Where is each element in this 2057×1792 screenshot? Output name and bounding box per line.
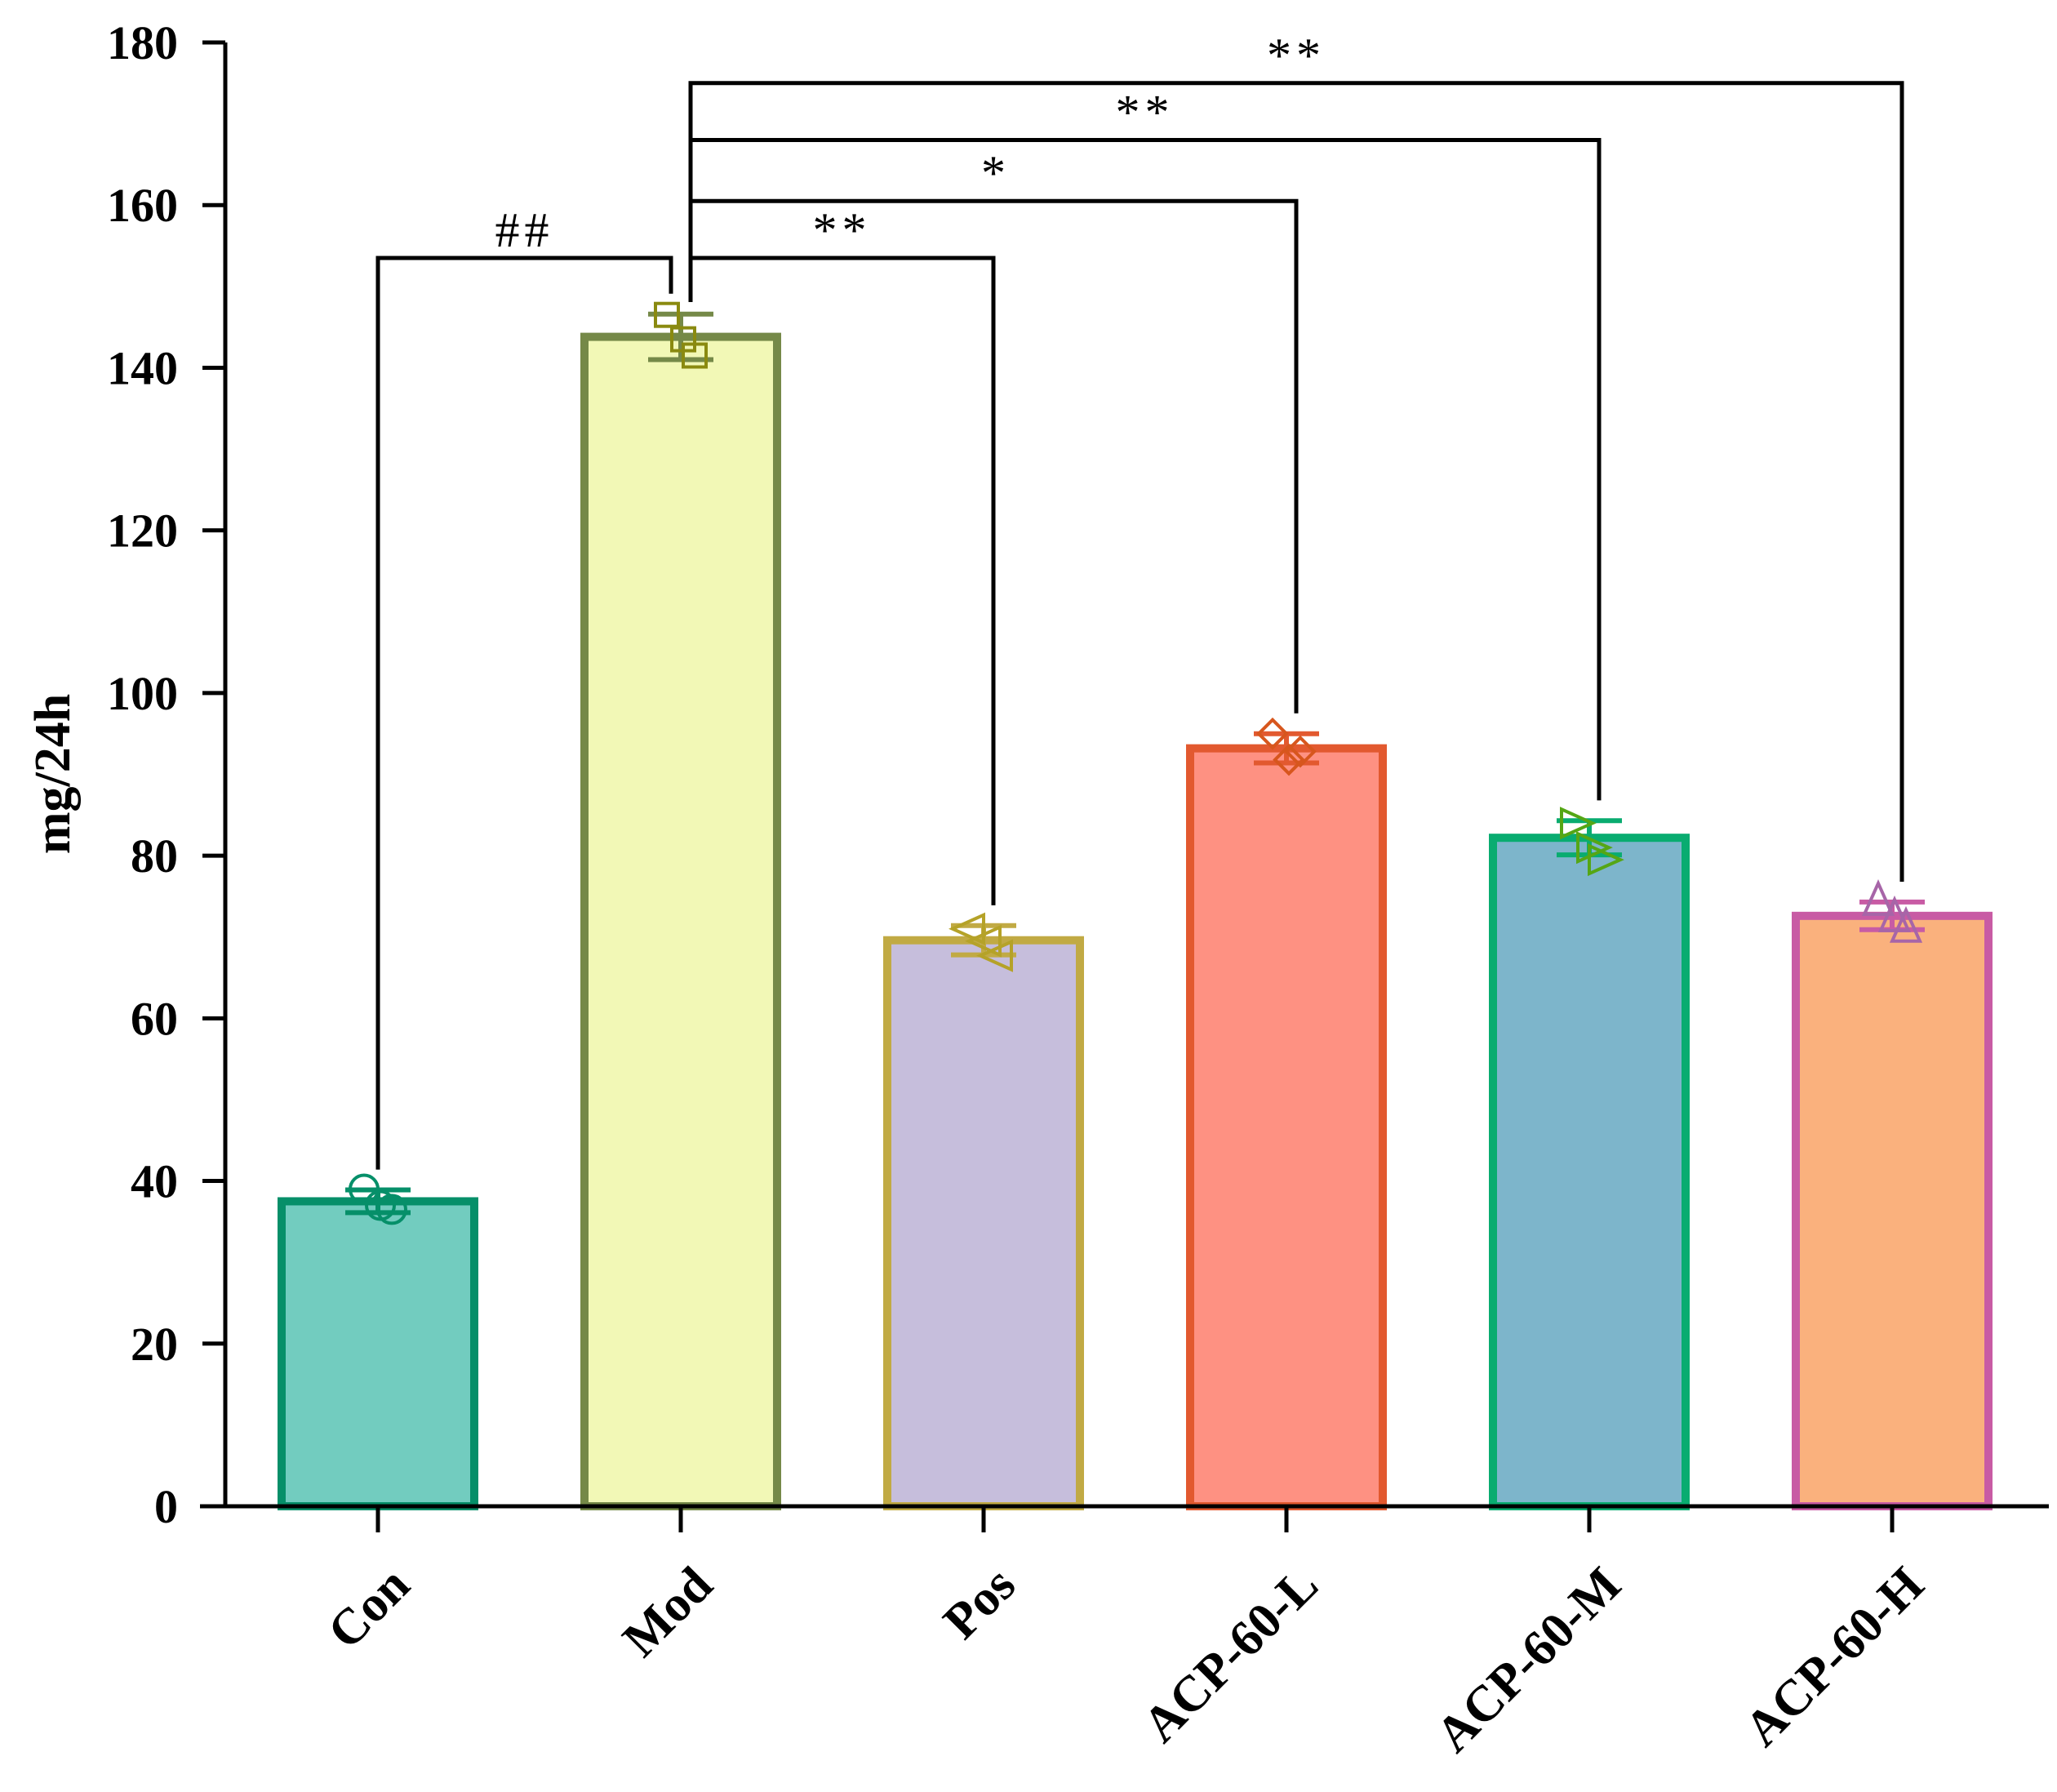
bar-acp-60-l bbox=[1186, 744, 1387, 1510]
y-axis-title: mg/24h bbox=[25, 694, 81, 854]
bar-con bbox=[278, 1197, 478, 1511]
data-point-acp-60-m-3 bbox=[1588, 843, 1624, 877]
x-tick-label-acp-60-l: ACP-60-L bbox=[1132, 1557, 1328, 1753]
x-tick-label-mod: Mod bbox=[612, 1557, 723, 1668]
y-tick-label-20: 20 bbox=[131, 1318, 178, 1371]
significance-mod-vs-acp-60-h-label: ** bbox=[1267, 29, 1326, 82]
data-point-acp-60-l-2 bbox=[1273, 743, 1305, 776]
data-point-mod-1 bbox=[654, 301, 680, 328]
y-tick-label-60: 60 bbox=[131, 992, 178, 1045]
data-points-layer bbox=[349, 301, 1923, 1225]
x-tick-label-acp-60-m: ACP-60-M bbox=[1425, 1557, 1632, 1763]
y-tick-label-100: 100 bbox=[107, 667, 178, 720]
data-point-acp-60-h-3 bbox=[1889, 905, 1923, 943]
data-point-con-1 bbox=[349, 1173, 380, 1205]
bars-layer bbox=[278, 332, 1993, 1511]
data-point-acp-60-h-1 bbox=[1861, 878, 1895, 916]
data-point-pos-2 bbox=[965, 924, 1002, 958]
bar-pos bbox=[883, 936, 1084, 1510]
bar-acp-60-h bbox=[1792, 911, 1993, 1511]
significance-con-vs-mod-label: ## bbox=[495, 203, 554, 257]
data-point-con-3 bbox=[376, 1194, 407, 1225]
x-tick-label-con: Con bbox=[318, 1557, 420, 1660]
data-point-acp-60-l-3 bbox=[1284, 735, 1317, 768]
y-tick-label-160: 160 bbox=[107, 179, 178, 232]
significance-mod-vs-acp-60-h-bracket bbox=[688, 81, 1904, 882]
data-point-acp-60-m-2 bbox=[1576, 831, 1613, 865]
significance-mod-vs-acp-60-m-label: ** bbox=[1116, 86, 1175, 140]
significance-con-vs-mod-bracket bbox=[375, 256, 673, 1170]
data-point-acp-60-m-1 bbox=[1560, 807, 1597, 840]
data-point-pos-3 bbox=[976, 939, 1013, 972]
bar-mod bbox=[580, 332, 781, 1511]
x-tick-label-pos: Pos bbox=[933, 1557, 1026, 1650]
axes-layer bbox=[200, 42, 2049, 1509]
x-tick-label-acp-60-h: ACP-60-H bbox=[1735, 1557, 1935, 1757]
significance-mod-vs-pos-label: ** bbox=[813, 203, 872, 257]
y-tick-label-40: 40 bbox=[131, 1155, 178, 1208]
significance-mod-vs-acp-60-l-label: * bbox=[981, 146, 1006, 200]
data-point-acp-60-l-1 bbox=[1256, 717, 1289, 750]
y-tick-label-120: 120 bbox=[107, 505, 178, 558]
y-tick-label-80: 80 bbox=[131, 829, 178, 883]
data-point-pos-1 bbox=[949, 912, 985, 945]
data-point-acp-60-h-2 bbox=[1877, 895, 1912, 932]
y-tick-label-180: 180 bbox=[107, 16, 178, 69]
bar-acp-60-m bbox=[1489, 834, 1690, 1510]
significance-layer: ## ******* bbox=[375, 29, 1904, 1170]
y-tick-label-140: 140 bbox=[107, 341, 178, 394]
data-point-mod-3 bbox=[682, 342, 708, 369]
y-tick-label-0: 0 bbox=[154, 1480, 178, 1533]
